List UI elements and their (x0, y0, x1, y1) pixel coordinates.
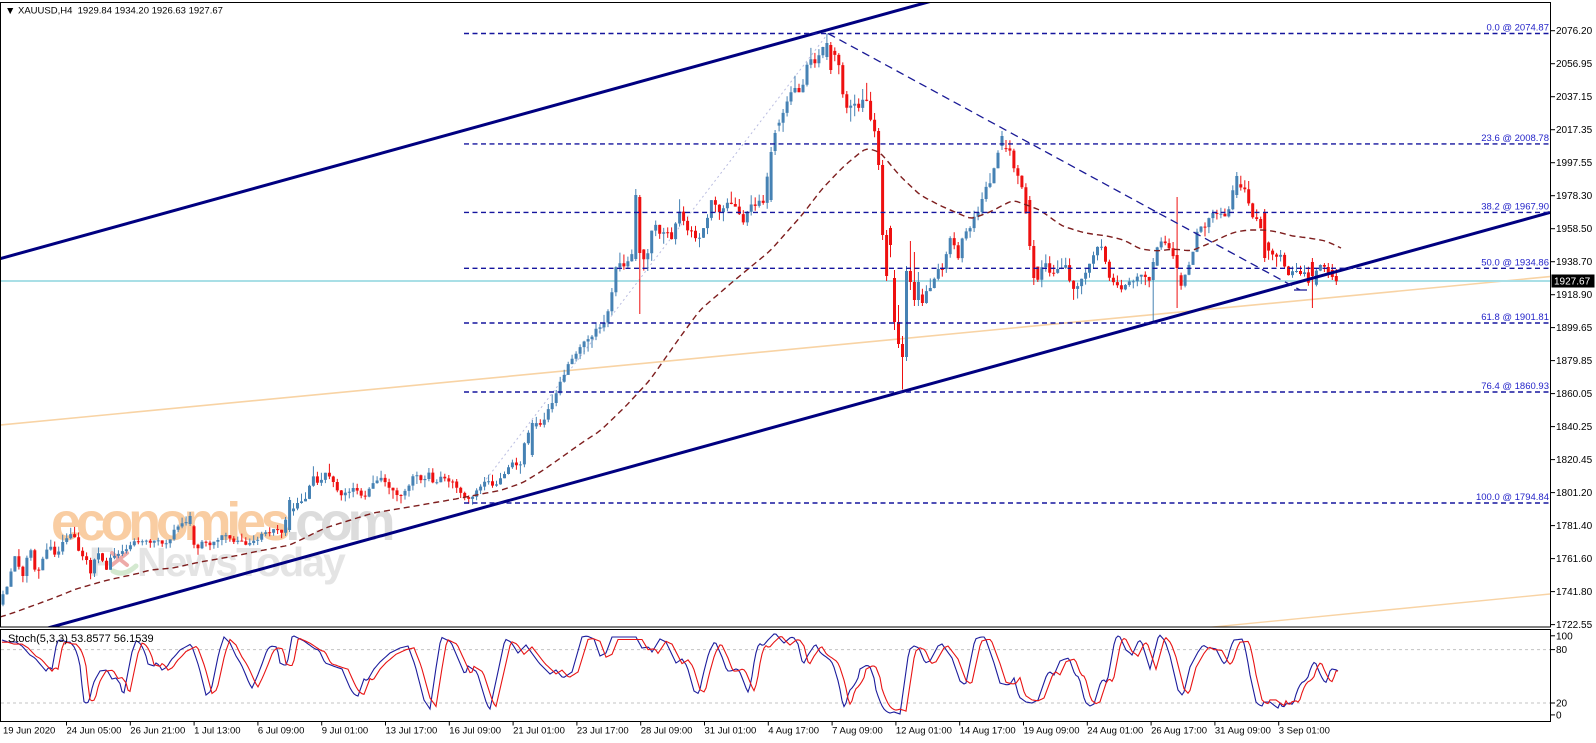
svg-text:23 Jul 17:00: 23 Jul 17:00 (577, 726, 629, 737)
svg-text:2076.20: 2076.20 (1556, 26, 1593, 37)
svg-text:13 Jul 17:00: 13 Jul 17:00 (386, 726, 438, 737)
svg-text:31 Jul 01:00: 31 Jul 01:00 (705, 726, 757, 737)
svg-text:1722.55: 1722.55 (1556, 620, 1593, 631)
svg-text:XAUUSD,H4 1929.84 1934.20 192: XAUUSD,H4 1929.84 1934.20 1926.63 1927.6… (18, 6, 223, 17)
svg-text:2037.15: 2037.15 (1556, 92, 1593, 103)
svg-text:4 Aug 17:00: 4 Aug 17:00 (768, 726, 819, 737)
svg-text:1801.20: 1801.20 (1556, 488, 1593, 499)
svg-text:1781.40: 1781.40 (1556, 521, 1593, 532)
svg-text:21 Jul 01:00: 21 Jul 01:00 (513, 726, 565, 737)
svg-text:80: 80 (1556, 645, 1568, 656)
svg-text:26 Jun 21:00: 26 Jun 21:00 (130, 726, 185, 737)
svg-text:2017.35: 2017.35 (1556, 125, 1593, 136)
svg-text:1761.60: 1761.60 (1556, 554, 1593, 565)
svg-text:38.2 @ 1967.90: 38.2 @ 1967.90 (1481, 201, 1549, 212)
svg-text:6 Jul 09:00: 6 Jul 09:00 (258, 726, 304, 737)
svg-text:1938.70: 1938.70 (1556, 257, 1593, 268)
svg-text:3 Sep 01:00: 3 Sep 01:00 (1279, 726, 1330, 737)
svg-text:NewsToday: NewsToday (137, 539, 346, 585)
svg-text:26 Aug 17:00: 26 Aug 17:00 (1151, 726, 1207, 737)
svg-text:1741.80: 1741.80 (1556, 587, 1593, 598)
svg-text:2056.95: 2056.95 (1556, 59, 1593, 70)
svg-text:28 Jul 09:00: 28 Jul 09:00 (641, 726, 693, 737)
svg-text:14 Aug 17:00: 14 Aug 17:00 (960, 726, 1016, 737)
svg-text:19 Aug 09:00: 19 Aug 09:00 (1024, 726, 1080, 737)
svg-text:▼: ▼ (5, 5, 15, 17)
svg-text:16 Jul 09:00: 16 Jul 09:00 (449, 726, 501, 737)
svg-text:24 Aug 01:00: 24 Aug 01:00 (1087, 726, 1143, 737)
svg-text:19 Jun 2020: 19 Jun 2020 (3, 726, 55, 737)
svg-text:1820.45: 1820.45 (1556, 455, 1593, 466)
svg-text:1840.25: 1840.25 (1556, 422, 1593, 433)
svg-text:100.0 @ 1794.84: 100.0 @ 1794.84 (1476, 492, 1549, 503)
svg-text:61.8 @ 1901.81: 61.8 @ 1901.81 (1481, 312, 1549, 323)
svg-text:Stoch(5,3,3) 53.8577 56.1539: Stoch(5,3,3) 53.8577 56.1539 (8, 633, 154, 645)
svg-text:0.0 @ 2074.87: 0.0 @ 2074.87 (1487, 23, 1549, 34)
svg-text:23.6 @ 2008.78: 23.6 @ 2008.78 (1481, 133, 1549, 144)
svg-text:1918.90: 1918.90 (1556, 290, 1593, 301)
svg-text:1899.65: 1899.65 (1556, 323, 1593, 334)
svg-text:76.4 @ 1860.93: 76.4 @ 1860.93 (1481, 381, 1549, 392)
svg-text:24 Jun 05:00: 24 Jun 05:00 (67, 726, 122, 737)
svg-text:1958.50: 1958.50 (1556, 224, 1593, 235)
svg-text:20: 20 (1556, 699, 1568, 710)
svg-text:1879.85: 1879.85 (1556, 356, 1593, 367)
svg-text:1927.67: 1927.67 (1554, 277, 1591, 288)
svg-text:50.0 @ 1934.86: 50.0 @ 1934.86 (1481, 257, 1549, 268)
svg-text:7 Aug 09:00: 7 Aug 09:00 (832, 726, 883, 737)
svg-text:1978.30: 1978.30 (1556, 191, 1593, 202)
svg-text:12 Aug 01:00: 12 Aug 01:00 (896, 726, 952, 737)
svg-text:100: 100 (1556, 631, 1573, 642)
svg-text:31 Aug 09:00: 31 Aug 09:00 (1215, 726, 1271, 737)
svg-text:1997.55: 1997.55 (1556, 158, 1593, 169)
svg-text:9 Jul 01:00: 9 Jul 01:00 (322, 726, 368, 737)
svg-text:economies.com: economies.com (51, 492, 393, 552)
svg-text:0: 0 (1556, 710, 1562, 721)
svg-text:1 Jul 13:00: 1 Jul 13:00 (194, 726, 240, 737)
svg-text:1860.05: 1860.05 (1556, 389, 1593, 400)
